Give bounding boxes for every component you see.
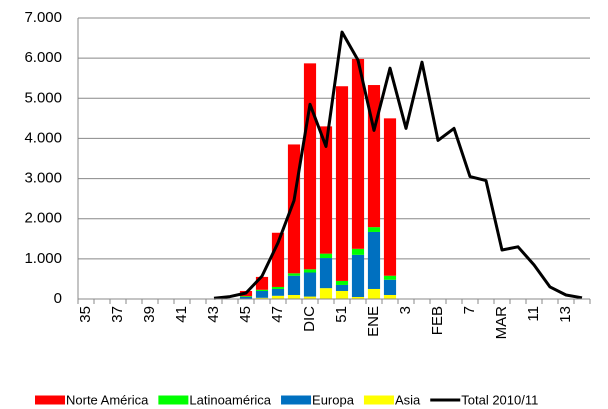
bar-segment	[335, 290, 349, 299]
y-tick-label: 5.000	[24, 89, 62, 106]
y-tick-label: 6.000	[24, 49, 62, 66]
x-tick-label: 51	[333, 306, 350, 323]
bar-segment	[271, 286, 285, 289]
bar-segment	[271, 295, 285, 299]
y-tick-label: 4.000	[24, 129, 62, 146]
bar-segment	[351, 254, 365, 297]
x-tick-label: FEB	[429, 306, 446, 335]
legend-label: Norte América	[66, 392, 149, 407]
line	[213, 30, 583, 300]
x-tick-label: 41	[173, 306, 190, 323]
bar-segment	[383, 294, 397, 299]
y-tick-label: 0	[54, 290, 62, 307]
x-tick-label: 37	[109, 306, 126, 323]
x-tick-label: 43	[205, 306, 222, 323]
legend-label: Europa	[312, 392, 355, 407]
bar-segment	[287, 273, 301, 276]
bar-segment	[303, 272, 317, 297]
bar-segment	[335, 86, 349, 281]
x-tick-label: MAR	[493, 306, 510, 340]
bar-segment	[351, 58, 365, 249]
bar-segment	[335, 280, 349, 285]
bar-segment	[319, 288, 333, 299]
y-tick-label: 2.000	[24, 210, 62, 227]
x-tick-label: 39	[141, 306, 158, 323]
bar-segment	[383, 118, 397, 276]
x-tick-label: 7	[461, 306, 478, 314]
bar-segment	[287, 294, 301, 299]
bar-segment	[351, 248, 365, 255]
bar-segment	[383, 279, 397, 295]
legend-swatch	[281, 395, 312, 405]
bar-segment	[319, 258, 333, 289]
legend-label: Latinoamérica	[189, 392, 271, 407]
y-tick-label: 3.000	[24, 170, 62, 187]
y-tick-label: 7.000	[24, 9, 62, 26]
bar-segment	[383, 275, 397, 280]
x-tick-label: ENE	[365, 306, 382, 337]
bar-segment	[239, 296, 253, 299]
bar-segment	[303, 296, 317, 299]
legend-swatch	[158, 395, 189, 405]
bar-segment	[367, 288, 381, 299]
bar-segment	[271, 288, 285, 296]
bar-segment	[255, 297, 269, 299]
x-tick-label: 45	[237, 306, 254, 323]
legend-label: Asia	[395, 392, 421, 407]
bar-segment	[319, 126, 333, 254]
x-tick-label: 3	[397, 306, 414, 314]
bar-segment	[303, 63, 317, 270]
x-tick-label: 11	[525, 306, 542, 322]
legend-swatch	[363, 395, 394, 405]
x-tick-label: 47	[269, 306, 286, 323]
y-tick-label: 1.000	[24, 250, 62, 267]
bar-segment	[319, 253, 333, 259]
legend-label: Total 2010/11	[461, 392, 538, 407]
bar-segment	[255, 290, 269, 298]
bar-segment	[303, 269, 317, 273]
bar-segment	[255, 289, 269, 291]
legend-swatch	[35, 395, 65, 405]
bar-segment	[239, 296, 253, 297]
bar-segment	[367, 231, 381, 289]
x-tick-label: 13	[557, 306, 574, 323]
bar-segment	[287, 275, 301, 295]
x-tick-label: DIC	[301, 306, 318, 332]
bar-segment	[351, 296, 365, 299]
bar-segment	[367, 227, 381, 232]
bar-segment	[335, 284, 349, 291]
x-tick-label: 35	[77, 306, 94, 323]
